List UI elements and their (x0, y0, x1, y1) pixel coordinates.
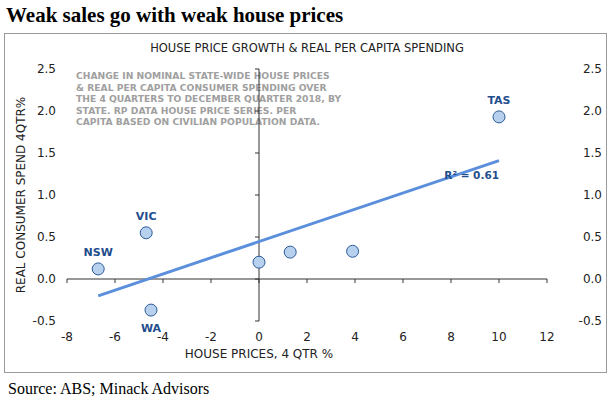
y-tick-label: 1.0 (37, 188, 56, 202)
x-tick (547, 279, 548, 283)
x-tick (67, 279, 68, 283)
y-tick-label: 0.5 (37, 230, 56, 244)
y2-tick-label: 2.0 (583, 104, 602, 118)
y2-tick-label: 0.0 (583, 272, 602, 286)
y2-tick (545, 321, 549, 322)
point (493, 111, 505, 123)
y-tick (255, 153, 259, 154)
x-tick-label: 12 (539, 330, 554, 344)
point (253, 256, 265, 268)
y2-tick (545, 153, 549, 154)
y2-tick (545, 69, 549, 70)
y2-tick-label: 1.5 (583, 146, 602, 160)
point-label: NSW (84, 246, 113, 259)
y-tick-label: 0.0 (37, 272, 56, 286)
x-tick-label: 8 (447, 330, 455, 344)
point-label: WA (141, 322, 162, 335)
point (145, 304, 157, 316)
annotation: THE 4 QUARTERS TO DECEMBER QUARTER 2018,… (76, 93, 341, 104)
x-tick-label: -8 (61, 330, 73, 344)
y-axis-label: REAL CONSUMER SPEND 4QTR% (14, 97, 28, 294)
x-tick (163, 279, 164, 283)
y-tick-label: 2.5 (37, 62, 56, 76)
x-tick (355, 279, 356, 283)
y-tick (255, 111, 259, 112)
y2-tick (545, 195, 549, 196)
x-tick (115, 279, 116, 283)
x-tick (499, 279, 500, 283)
marks (92, 111, 505, 316)
point-label: VIC (136, 210, 157, 223)
x-tick-label: 6 (399, 330, 407, 344)
y-tick (255, 195, 259, 196)
x-tick-label: -2 (205, 330, 217, 344)
x-tick (403, 279, 404, 283)
y2-tick (545, 111, 549, 112)
x-tick-label: 10 (491, 330, 506, 344)
x-tick (307, 279, 308, 283)
y-tick-label: -0.5 (33, 314, 56, 328)
chart: Weak sales go with weak house prices HOUS… (0, 0, 611, 407)
y2-tick (545, 237, 549, 238)
point (92, 263, 104, 275)
x-tick-label: 4 (351, 330, 359, 344)
y-tick-label: 1.5 (37, 146, 56, 160)
y-tick (255, 69, 259, 70)
source: Source: ABS; Minack Advisors (8, 380, 209, 397)
x-tick-label: 2 (303, 330, 311, 344)
x-axis-label: HOUSE PRICES, 4 QTR % (185, 347, 333, 361)
trend-line (98, 161, 499, 296)
chart-frame (5, 34, 607, 373)
y2-tick-label: -0.5 (579, 314, 602, 328)
x-tick (211, 279, 212, 283)
y2-tick-label: 2.5 (583, 62, 602, 76)
y-tick (255, 237, 259, 238)
point (140, 227, 152, 239)
annotation: CHANGE IN NOMINAL STATE-WIDE HOUSE PRICE… (76, 70, 330, 81)
annotation: CAPITA BASED ON CIVILIAN POPULATION DATA… (76, 116, 320, 127)
y-tick (255, 321, 259, 322)
x-tick (259, 279, 260, 283)
subtitle: HOUSE PRICE GROWTH & REAL PER CAPITA SPE… (150, 41, 464, 55)
y2-tick-label: 1.0 (583, 188, 602, 202)
x-tick (451, 279, 452, 283)
title: Weak sales go with weak house prices (6, 3, 343, 27)
annotation: STATE. RP DATA HOUSE PRICE SERIES. PER (76, 105, 296, 116)
y-tick-label: 2.0 (37, 104, 56, 118)
point (347, 245, 359, 257)
x-tick-label: 0 (255, 330, 263, 344)
annotation: & REAL PER CAPITA CONSUMER SPENDING OVER (76, 82, 327, 93)
x-tick-label: -6 (109, 330, 121, 344)
y-tick (255, 279, 259, 280)
point-label: TAS (487, 94, 510, 107)
y2-tick (545, 279, 549, 280)
y2-tick-label: 0.5 (583, 230, 602, 244)
trend-label: R² = 0.61 (444, 169, 499, 181)
point (284, 246, 296, 258)
